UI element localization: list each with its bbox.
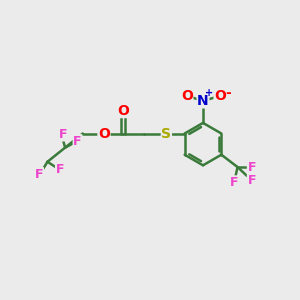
Text: S: S — [161, 127, 171, 140]
Text: O: O — [98, 127, 110, 140]
Text: F: F — [73, 135, 82, 148]
Text: O: O — [214, 88, 226, 103]
Text: F: F — [35, 168, 44, 181]
Text: O: O — [181, 88, 193, 103]
Text: -: - — [225, 86, 231, 100]
Text: F: F — [248, 174, 256, 187]
Text: F: F — [56, 163, 64, 176]
Text: +: + — [205, 88, 213, 98]
Text: O: O — [117, 103, 129, 118]
Text: N: N — [197, 94, 209, 108]
Text: F: F — [248, 160, 256, 174]
Text: F: F — [230, 176, 238, 189]
Text: F: F — [58, 128, 67, 141]
